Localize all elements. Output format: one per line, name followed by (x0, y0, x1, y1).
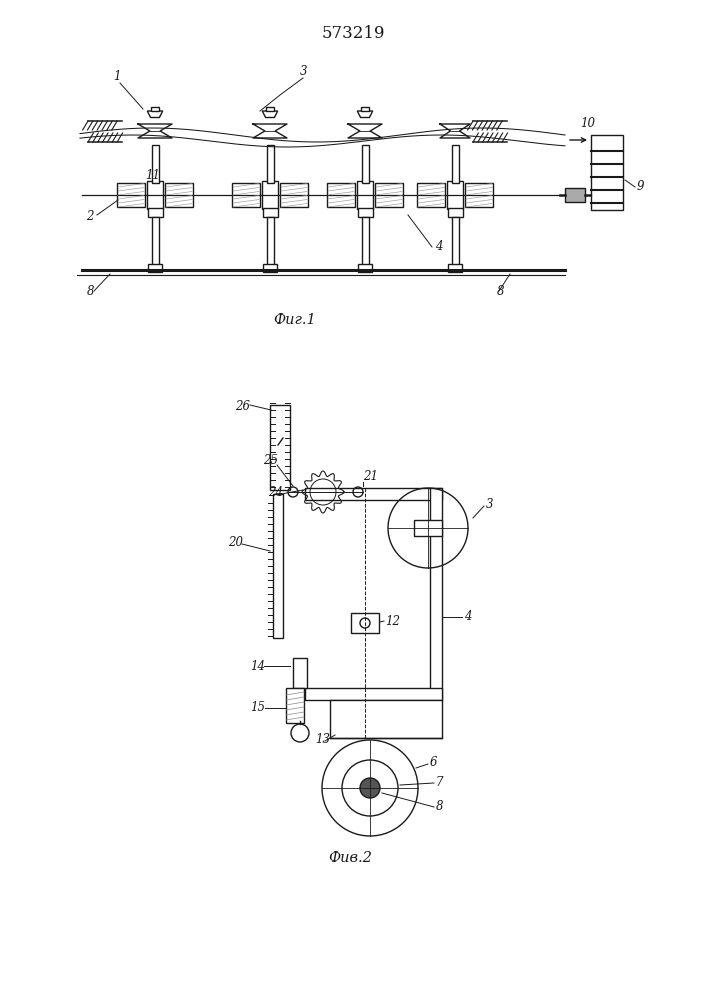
Text: 9: 9 (637, 180, 645, 193)
Text: 3: 3 (300, 65, 308, 78)
Bar (263, 264, 277, 272)
Bar (305, 488, 442, 500)
Bar (305, 688, 442, 700)
Text: 8: 8 (497, 285, 505, 298)
Text: 4: 4 (464, 610, 472, 623)
Text: Фиг.1: Фиг.1 (274, 313, 316, 327)
Text: 2: 2 (86, 210, 93, 223)
Polygon shape (357, 111, 373, 117)
Bar (465, 183, 493, 207)
Bar (293, 658, 307, 688)
Text: 11: 11 (145, 169, 160, 182)
Bar (232, 183, 260, 207)
Bar (414, 520, 442, 536)
Text: 21: 21 (363, 470, 378, 483)
Bar (448, 264, 462, 272)
Bar (361, 107, 369, 111)
Bar (148, 264, 162, 272)
Text: 6: 6 (430, 756, 438, 769)
Bar (286, 688, 304, 723)
Bar (330, 700, 442, 738)
Bar (358, 208, 373, 217)
Bar (280, 183, 308, 207)
Bar (430, 488, 442, 700)
Text: 573219: 573219 (321, 24, 385, 41)
Bar (448, 208, 462, 217)
Bar (151, 217, 158, 266)
Bar (147, 181, 163, 209)
Text: 7: 7 (436, 776, 443, 789)
Bar (267, 145, 274, 183)
Text: 8: 8 (87, 285, 95, 298)
Text: 20: 20 (228, 536, 243, 549)
Bar (151, 145, 158, 183)
Bar (327, 183, 355, 207)
Polygon shape (262, 111, 278, 117)
Text: 14: 14 (250, 660, 265, 673)
Bar (452, 145, 459, 183)
Bar (148, 208, 163, 217)
Text: 26: 26 (235, 400, 250, 413)
Text: 1: 1 (113, 70, 120, 83)
Bar (357, 181, 373, 209)
Bar (375, 183, 403, 207)
Circle shape (360, 778, 380, 798)
Text: 15: 15 (250, 701, 265, 714)
Bar (267, 217, 274, 266)
Bar (358, 264, 372, 272)
Bar (262, 181, 278, 209)
Text: 10: 10 (580, 117, 595, 130)
Text: 4: 4 (435, 240, 443, 253)
Bar (591, 135, 623, 210)
Bar (361, 145, 368, 183)
Bar (266, 107, 274, 111)
Text: 8: 8 (436, 800, 443, 813)
Bar (262, 208, 278, 217)
Text: 24: 24 (268, 486, 283, 499)
Text: 13: 13 (315, 733, 330, 746)
Bar (351, 613, 379, 633)
Bar (417, 183, 445, 207)
Text: 3: 3 (486, 498, 493, 511)
Text: 12: 12 (385, 615, 400, 628)
Bar (361, 217, 368, 266)
Bar (165, 183, 193, 207)
Text: Фив.2: Фив.2 (328, 851, 372, 865)
Bar (270, 405, 290, 490)
Bar (447, 181, 463, 209)
Bar (151, 107, 159, 111)
Bar (565, 188, 585, 202)
Polygon shape (147, 111, 163, 117)
Text: 25: 25 (263, 454, 278, 467)
Bar (452, 217, 459, 266)
Bar (273, 494, 283, 638)
Bar (117, 183, 145, 207)
